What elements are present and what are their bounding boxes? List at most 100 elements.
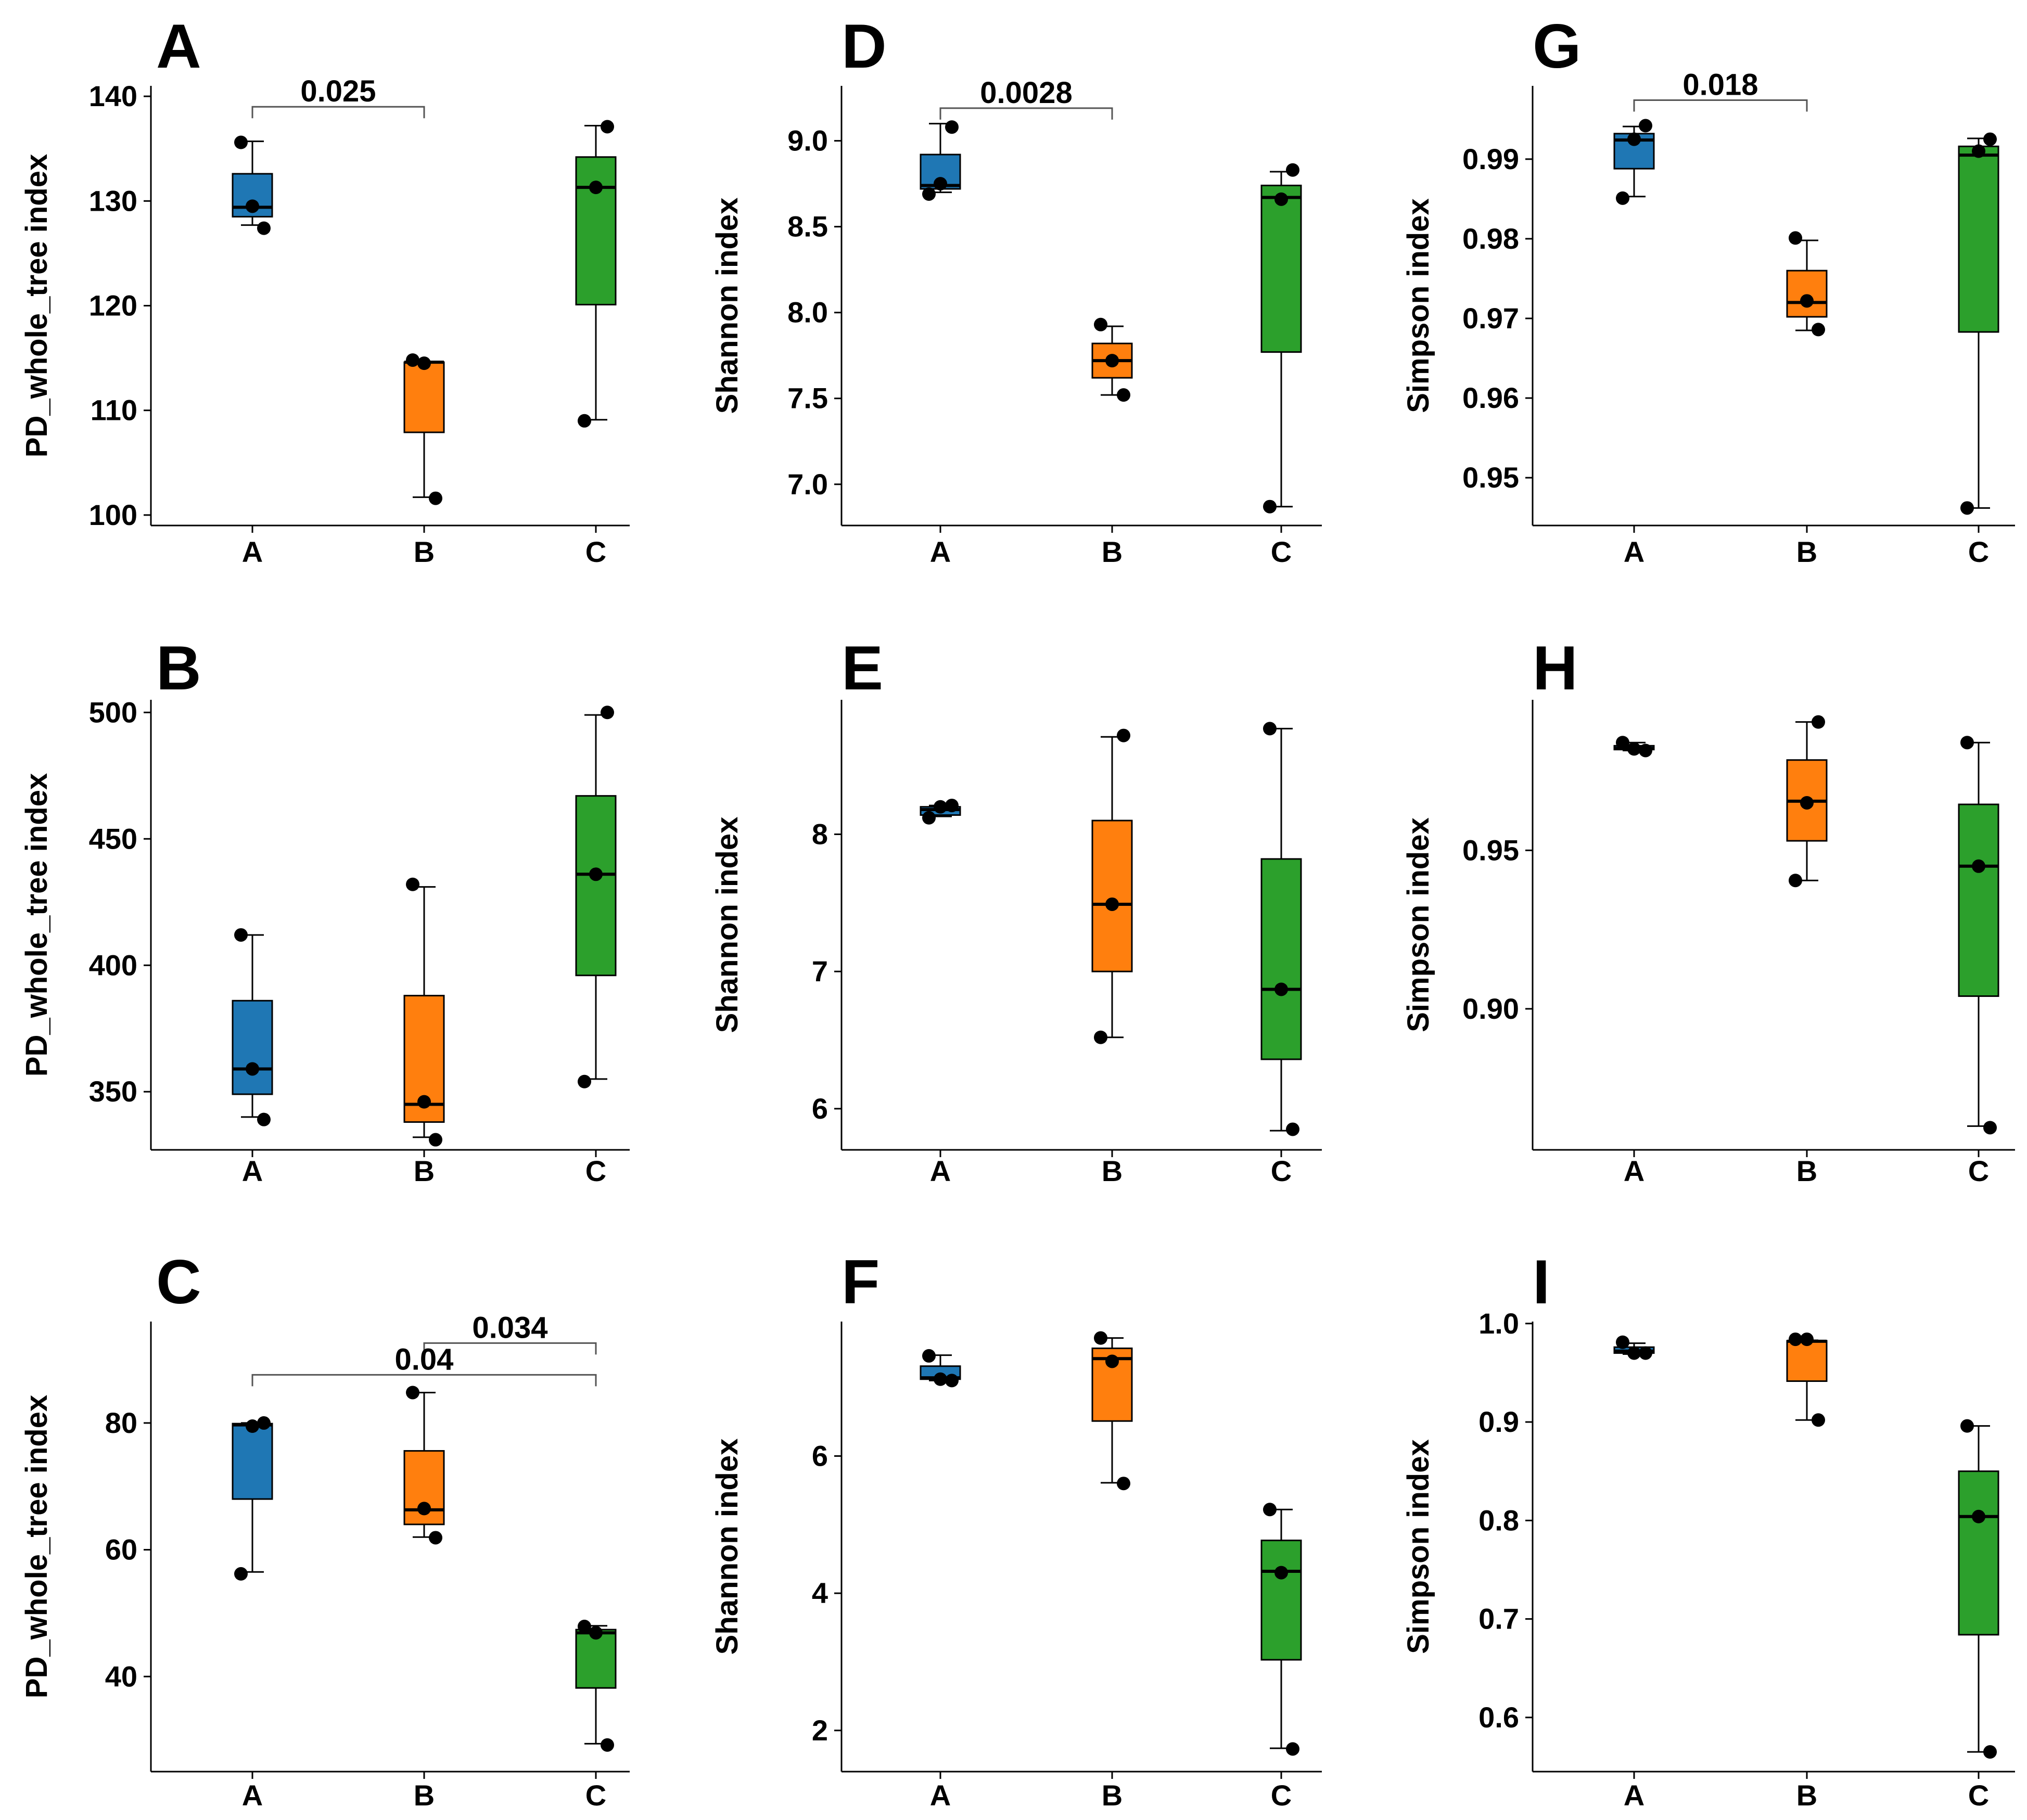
data-point bbox=[922, 187, 936, 201]
data-point bbox=[1960, 736, 1974, 750]
data-point bbox=[1117, 728, 1130, 742]
box-C bbox=[1958, 1470, 1999, 1636]
data-point bbox=[1274, 192, 1288, 206]
data-point bbox=[1983, 132, 1997, 146]
significance-label: 0.034 bbox=[472, 1311, 547, 1344]
panel-G: G 0.95 0.96 0.97 0.98 0.99 Simpson index A B C 0.0… bbox=[1401, 11, 2015, 568]
data-point bbox=[578, 1620, 591, 1634]
panel-F: F 2 4 6 Shannon index A B C bbox=[710, 1247, 1322, 1812]
box-B bbox=[1786, 1340, 1828, 1382]
data-point bbox=[1105, 897, 1119, 911]
data-point bbox=[1263, 722, 1277, 736]
y-tick-label: 8.0 bbox=[787, 296, 828, 329]
data-point bbox=[1094, 1331, 1107, 1345]
panel-letter: E bbox=[842, 633, 883, 703]
y-axis-label: Shannon index bbox=[710, 1439, 744, 1655]
y-tick-label: 0.7 bbox=[1478, 1603, 1519, 1635]
data-point bbox=[1616, 736, 1629, 750]
x-tick-label: A bbox=[930, 1779, 951, 1812]
y-tick-label: 140 bbox=[89, 80, 137, 112]
data-point bbox=[578, 414, 591, 428]
y-tick-label: 8.5 bbox=[787, 210, 828, 243]
y-tick-label: 0.95 bbox=[1462, 461, 1519, 494]
y-tick-label: 6 bbox=[812, 1092, 828, 1125]
data-point bbox=[1627, 742, 1641, 756]
panel-D: D 7.0 7.5 8.0 8.5 9.0 Shannon index A B C 0.0028 bbox=[710, 11, 1322, 568]
x-tick-label: B bbox=[1102, 1155, 1123, 1187]
data-point bbox=[234, 928, 248, 942]
significance-bracket bbox=[251, 106, 425, 119]
box-A bbox=[232, 1422, 273, 1500]
data-point bbox=[934, 800, 947, 814]
data-point bbox=[1616, 1335, 1629, 1349]
data-point bbox=[1812, 715, 1825, 729]
significance-label: 0.025 bbox=[300, 74, 376, 108]
x-tick-label: A bbox=[242, 1155, 263, 1187]
data-point bbox=[1972, 859, 1985, 873]
data-point bbox=[934, 177, 947, 191]
y-axis-label: Simpson index bbox=[1401, 1439, 1435, 1654]
panel-C: C 40 60 80 PD_whole_tree index A B C 0.034 0.04 bbox=[20, 1247, 630, 1812]
y-tick-label: 400 bbox=[89, 949, 137, 981]
data-point bbox=[1960, 501, 1974, 515]
x-tick-label: A bbox=[1624, 1779, 1644, 1812]
panel-B: B 350 400 450 500 PD_whole_tree index A B C bbox=[20, 633, 630, 1187]
y-tick-label: 7.5 bbox=[787, 382, 828, 415]
data-point bbox=[1263, 499, 1277, 514]
x-tick-label: A bbox=[242, 535, 263, 568]
y-tick-label: 8 bbox=[812, 817, 828, 850]
data-point bbox=[1627, 132, 1641, 146]
data-point bbox=[257, 1112, 271, 1126]
data-point bbox=[1286, 1742, 1299, 1756]
y-tick-label: 0.9 bbox=[1478, 1405, 1519, 1438]
y-tick-label: 0.8 bbox=[1478, 1504, 1519, 1536]
x-tick-label: C bbox=[1968, 1779, 1989, 1812]
data-point bbox=[429, 1531, 442, 1545]
data-point bbox=[1639, 744, 1652, 758]
y-tick-label: 6 bbox=[812, 1439, 828, 1472]
data-point bbox=[1639, 1346, 1652, 1360]
panel-letter: B bbox=[156, 633, 201, 703]
box-A bbox=[232, 999, 273, 1095]
y-axis-label: Shannon index bbox=[710, 198, 744, 414]
data-point bbox=[589, 1626, 603, 1640]
box-C bbox=[1958, 803, 1999, 997]
data-point bbox=[1639, 119, 1652, 133]
y-tick-label: 0.97 bbox=[1462, 302, 1519, 335]
data-point bbox=[945, 1374, 959, 1388]
data-point bbox=[406, 877, 419, 891]
data-point bbox=[1812, 1413, 1825, 1427]
data-point bbox=[1105, 1354, 1119, 1368]
x-tick-label: C bbox=[585, 1155, 606, 1187]
data-point bbox=[1286, 1122, 1299, 1136]
panel-letter: G bbox=[1533, 11, 1581, 81]
data-point bbox=[406, 1386, 419, 1400]
y-axis-label: PD_whole_tree index bbox=[20, 1395, 54, 1698]
x-tick-label: C bbox=[1968, 535, 1989, 568]
y-tick-label: 7.0 bbox=[787, 468, 828, 501]
y-tick-label: 120 bbox=[89, 289, 137, 322]
data-point bbox=[1800, 796, 1814, 810]
box-C bbox=[575, 156, 617, 305]
data-point bbox=[1983, 1121, 1997, 1135]
y-tick-label: 60 bbox=[105, 1533, 137, 1566]
x-tick-label: A bbox=[242, 1779, 263, 1812]
data-point bbox=[578, 1074, 591, 1088]
y-tick-label: 1.0 bbox=[1478, 1307, 1519, 1340]
x-tick-label: C bbox=[1271, 535, 1292, 568]
panel-E: E 6 7 8 Shannon index A B C bbox=[710, 633, 1322, 1187]
x-tick-label: A bbox=[1624, 1155, 1644, 1187]
x-tick-label: B bbox=[1796, 1779, 1817, 1812]
x-tick-label: B bbox=[414, 535, 435, 568]
data-point bbox=[246, 199, 259, 213]
data-point bbox=[1117, 1477, 1130, 1491]
significance-label: 0.018 bbox=[1682, 68, 1758, 102]
box-B bbox=[1091, 819, 1133, 972]
data-point bbox=[234, 135, 248, 149]
data-point bbox=[1983, 1745, 1997, 1759]
panel-H: H 0.90 0.95 Simpson index A B C bbox=[1401, 633, 2015, 1187]
x-tick-label: A bbox=[930, 535, 951, 568]
y-tick-label: 9.0 bbox=[787, 124, 828, 157]
x-tick-label: B bbox=[1102, 535, 1123, 568]
panel-letter: A bbox=[156, 11, 201, 81]
